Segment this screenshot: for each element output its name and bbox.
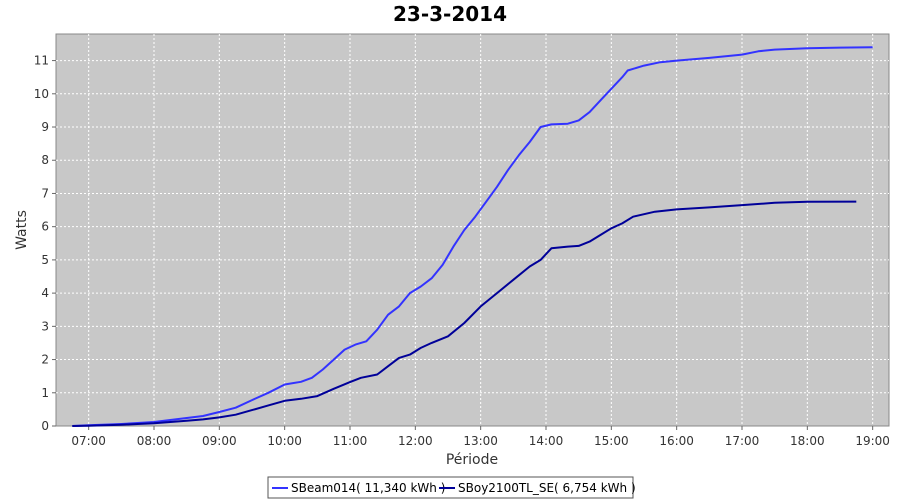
- y-tick-label: 6: [41, 220, 49, 234]
- y-tick-label: 1: [41, 386, 49, 400]
- legend: SBeam014( 11,340 kWh ) SBoy2100TL_SE( 6,7…: [267, 476, 636, 499]
- x-tick-label: 12:00: [398, 434, 433, 448]
- x-tick-label: 08:00: [137, 434, 172, 448]
- y-tick-label: 3: [41, 319, 49, 333]
- x-tick-label: 13:00: [463, 434, 498, 448]
- x-tick-label: 19:00: [855, 434, 890, 448]
- x-axis-label: Période: [446, 452, 498, 468]
- x-tick-label: 11:00: [333, 434, 368, 448]
- chart-title: 23-3-2014: [393, 2, 507, 26]
- y-axis-ticks: 0 1 2 3 4 5 6 7 8 9 10 11: [34, 54, 56, 433]
- y-tick-label: 4: [41, 286, 49, 300]
- y-tick-label: 2: [41, 353, 49, 367]
- y-tick-label: 10: [34, 87, 49, 101]
- grid-lines: [56, 34, 889, 426]
- x-axis-ticks: 07:00 08:00 09:00 10:00 11:00 12:00 13:00 14:00…: [71, 426, 890, 448]
- y-tick-label: 7: [41, 186, 49, 200]
- y-tick-label: 11: [34, 54, 49, 68]
- x-tick-label: 10:00: [267, 434, 302, 448]
- x-tick-label: 17:00: [725, 434, 760, 448]
- x-tick-label: 09:00: [202, 434, 237, 448]
- series-line-2: [72, 200, 857, 427]
- legend-item-label: SBoy2100TL_SE( 6,754 kWh ): [458, 481, 636, 495]
- y-axis-label: Watts: [14, 210, 30, 250]
- y-tick-label: 8: [41, 153, 49, 167]
- series-line-1: [72, 46, 873, 427]
- legend-item-label: SBeam014( 11,340 kWh ): [291, 481, 445, 495]
- x-tick-label: 18:00: [790, 434, 825, 448]
- x-tick-label: 07:00: [71, 434, 106, 448]
- series-lines: [72, 46, 873, 427]
- y-tick-label: 5: [41, 253, 49, 267]
- plot-area: [55, 33, 890, 427]
- x-tick-label: 15:00: [594, 434, 629, 448]
- y-tick-label: 9: [41, 120, 49, 134]
- y-tick-label: 0: [41, 419, 49, 433]
- x-tick-label: 14:00: [529, 434, 564, 448]
- x-tick-label: 16:00: [659, 434, 694, 448]
